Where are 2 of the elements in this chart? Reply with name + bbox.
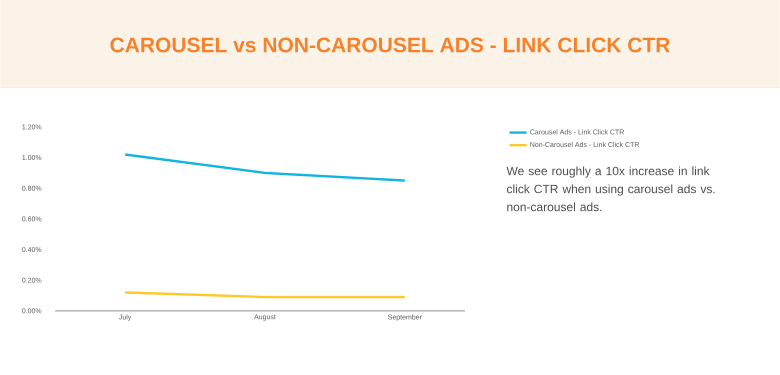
chart-title: CAROUSEL vs NON-CAROUSEL ADS - LINK CLICK CTR xyxy=(110,38,670,52)
text: We see roughly a 10x increase in link click CTR when using carousel ads vs. non-carousel ads. xyxy=(506,166,715,212)
